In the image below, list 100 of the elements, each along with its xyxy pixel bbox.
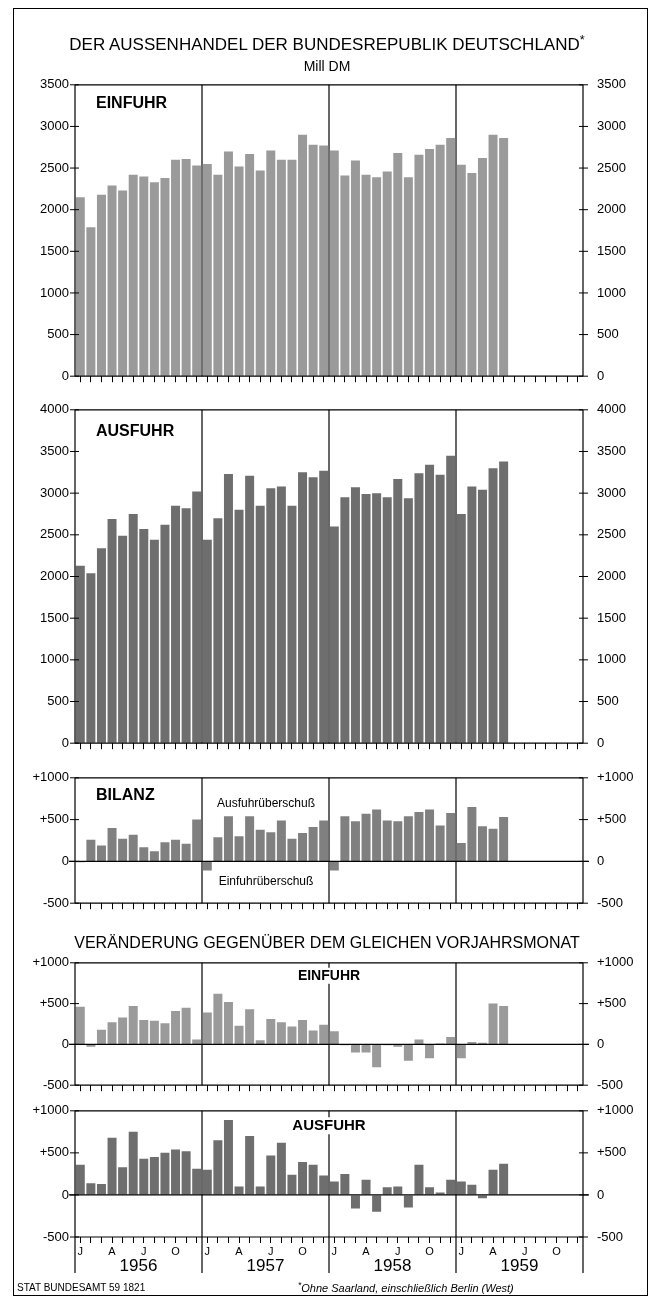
- bar: [96, 194, 106, 376]
- y-tick-label: 0: [61, 367, 69, 383]
- y2-tick-label: 0: [597, 1035, 605, 1051]
- x-tick-label: O: [552, 1244, 562, 1257]
- bar: [350, 160, 360, 376]
- bar: [298, 134, 308, 376]
- y2-tick-label: +1000: [597, 954, 634, 970]
- bar: [372, 1195, 382, 1212]
- text: DER AUSSENHANDEL DER BUNDESREPUBLIK DEUTSCHLAND$^{*}$: [69, 32, 585, 54]
- bar: [425, 148, 435, 376]
- bar: [223, 1001, 233, 1044]
- bar: [361, 1179, 371, 1195]
- y-tick-label: 1500: [40, 609, 69, 625]
- y2-tick-label: 2500: [597, 526, 626, 542]
- bar: [298, 1019, 308, 1044]
- x-tick-label: J: [204, 1244, 211, 1257]
- bar: [477, 826, 487, 861]
- bar: [223, 473, 233, 743]
- y2-tick-label: 3500: [597, 76, 626, 92]
- y-tick-label: 500: [47, 326, 69, 342]
- y2-tick-label: +1000: [597, 1102, 634, 1118]
- y-tick-label: 0: [61, 1035, 69, 1051]
- bar: [446, 1037, 456, 1044]
- x-tick-label: J: [331, 1244, 338, 1257]
- y-tick-label: -500: [42, 1228, 69, 1244]
- x-tick-label: O: [171, 1244, 181, 1257]
- y-tick-label: 3500: [40, 76, 69, 92]
- x-tick-label: J: [395, 1244, 401, 1257]
- text: VERÄNDERUNG GEGENÜBER DEM GLEICHEN VORJAHRSMONAT: [74, 934, 580, 951]
- text: EINFUHR: [96, 94, 168, 112]
- y-tick-label: +500: [39, 811, 69, 827]
- text: 1956: [119, 1255, 158, 1275]
- bar: [425, 1044, 435, 1059]
- y-tick-label: 0: [61, 852, 69, 868]
- bar: [298, 472, 308, 743]
- bar: [425, 1187, 435, 1195]
- bar: [403, 1044, 413, 1061]
- x-tick-label: J: [77, 1244, 84, 1257]
- text: 1958: [373, 1255, 412, 1275]
- bar: [298, 832, 308, 861]
- y2-tick-label: 0: [597, 1186, 605, 1202]
- y2-tick-label: 500: [597, 326, 619, 342]
- y2-tick-label: 4000: [597, 401, 626, 417]
- bar: [171, 505, 181, 743]
- y2-tick-label: 0: [597, 852, 605, 868]
- bar: [86, 839, 96, 861]
- x-tick-label: A: [108, 1244, 117, 1257]
- y-tick-label: 3000: [40, 118, 69, 134]
- bar: [223, 151, 233, 376]
- bar: [171, 839, 181, 861]
- bar: [171, 159, 181, 376]
- text: STAT BUNDESAMT 59 1821: [17, 1282, 146, 1293]
- y-tick-label: 0: [61, 1186, 69, 1202]
- bar: [350, 821, 360, 861]
- y-tick-label: +1000: [32, 1102, 69, 1118]
- y-tick-label: 2500: [40, 526, 69, 542]
- y-tick-label: +1000: [32, 954, 69, 970]
- y-tick-label: 0: [61, 734, 69, 750]
- bar: [96, 548, 106, 743]
- y-tick-label: 3500: [40, 443, 69, 459]
- y2-tick-label: 3000: [597, 484, 626, 500]
- text: AUSFUHR: [96, 422, 175, 440]
- annotation: Einfuhrüberschuß: [218, 874, 314, 889]
- y2-tick-label: 0: [597, 734, 605, 750]
- y-tick-label: +500: [39, 995, 69, 1011]
- text: $^{*}$Ohne Saarland, einschließlich Berlin (West): [298, 1280, 514, 1294]
- y2-tick-label: 3500: [597, 443, 626, 459]
- y-tick-label: 1000: [40, 284, 69, 300]
- y2-tick-label: 2500: [597, 159, 626, 175]
- y-tick-label: 4000: [40, 401, 69, 417]
- y2-tick-label: 3000: [597, 118, 626, 134]
- y2-tick-label: -500: [597, 1076, 624, 1092]
- bar: [340, 816, 350, 861]
- bar: [403, 1195, 413, 1208]
- y-tick-label: 2000: [40, 568, 69, 584]
- bar: [96, 845, 106, 861]
- bar: [414, 1039, 424, 1044]
- y2-tick-label: 1500: [597, 242, 626, 258]
- bar: [75, 1006, 85, 1044]
- bar: [329, 861, 339, 871]
- y2-tick-label: 1000: [597, 284, 626, 300]
- bar: [477, 489, 487, 743]
- bar: [298, 1162, 308, 1195]
- bar: [171, 1149, 181, 1195]
- text: 1959: [500, 1255, 539, 1275]
- y-tick-label: 500: [47, 693, 69, 709]
- y2-tick-label: -500: [597, 1228, 624, 1244]
- y-tick-label: 1500: [40, 242, 69, 258]
- bar: [96, 1184, 106, 1195]
- chart-title: AUSFUHR: [292, 1115, 366, 1133]
- bar: [477, 158, 487, 376]
- x-tick-label: O: [298, 1244, 308, 1257]
- bar: [213, 837, 223, 861]
- y2-tick-label: 2000: [597, 201, 626, 217]
- x-tick-label: A: [489, 1244, 498, 1257]
- y2-tick-label: 500: [597, 693, 619, 709]
- y-tick-label: 1000: [40, 651, 69, 667]
- x-tick-label: J: [522, 1244, 528, 1257]
- bar: [350, 1044, 360, 1053]
- y2-tick-label: +500: [597, 1144, 627, 1160]
